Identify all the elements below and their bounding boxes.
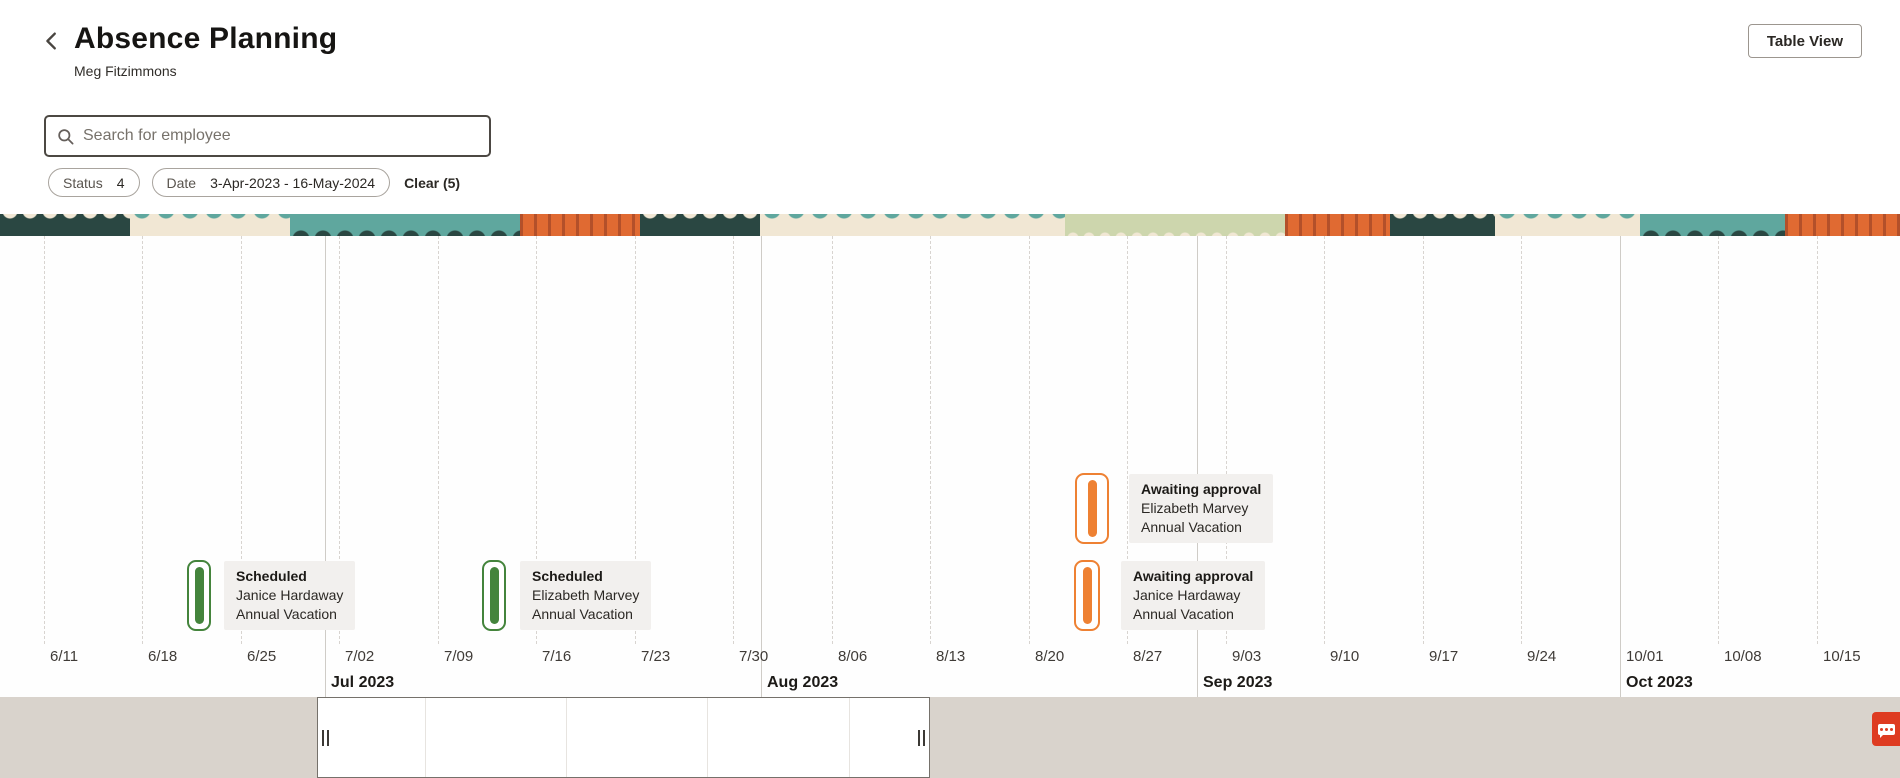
minimap-right-handle[interactable] xyxy=(918,729,925,746)
filter-chips: Status 4 Date 3-Apr-2023 - 16-May-2024 C… xyxy=(48,168,460,197)
month-label: Aug 2023 xyxy=(767,674,839,691)
tick-label: 7/30 xyxy=(739,648,769,665)
minimap-left-handle[interactable] xyxy=(322,729,329,746)
week-gridline xyxy=(930,236,931,644)
tick-label: 10/01 xyxy=(1626,648,1664,665)
absence-marker-janice-scheduled[interactable] xyxy=(187,560,211,631)
absence-status: Scheduled xyxy=(236,568,307,584)
absence-employee: Elizabeth Marvey xyxy=(1141,500,1249,516)
month-boundary-line xyxy=(1620,236,1621,697)
search-box[interactable] xyxy=(44,115,491,157)
tick-label: 9/24 xyxy=(1527,648,1557,665)
tick-label: 7/23 xyxy=(641,648,671,665)
date-chip-range: 3-Apr-2023 - 16-May-2024 xyxy=(210,174,376,191)
absence-bar xyxy=(194,567,204,624)
back-button[interactable] xyxy=(36,26,68,58)
month-boundary-line xyxy=(761,236,762,697)
search-icon xyxy=(58,128,74,144)
employee-name: Meg Fitzimmons xyxy=(74,63,177,79)
month-boundary-line xyxy=(1197,236,1198,697)
chevron-left-icon xyxy=(46,31,56,50)
absence-marker-elizabeth-awaiting[interactable] xyxy=(1075,473,1109,544)
week-gridline xyxy=(438,236,439,644)
status-filter-chip[interactable]: Status 4 xyxy=(48,168,140,197)
week-gridline xyxy=(241,236,242,644)
date-filter-chip[interactable]: Date 3-Apr-2023 - 16-May-2024 xyxy=(151,168,391,197)
tick-label: 9/17 xyxy=(1429,648,1459,665)
chat-bubble-icon xyxy=(1877,723,1895,738)
minimap-gridline xyxy=(566,698,567,777)
absence-label-janice-scheduled: Scheduled Janice Hardaway Annual Vacatio… xyxy=(224,561,356,630)
page-header: Absence Planning Meg Fitzimmons Table Vi… xyxy=(0,0,1900,100)
absence-type: Annual Vacation xyxy=(532,606,633,622)
tick-label: 9/10 xyxy=(1330,648,1360,665)
minimap-gridline xyxy=(425,698,426,777)
tick-label: 7/02 xyxy=(345,648,375,665)
date-chip-label: Date xyxy=(166,174,197,191)
week-gridline xyxy=(733,236,734,644)
tick-label: 9/03 xyxy=(1232,648,1262,665)
minimap-gridline xyxy=(707,698,708,777)
absence-marker-janice-awaiting[interactable] xyxy=(1074,560,1100,631)
week-gridline xyxy=(1423,236,1424,644)
timeline-minimap[interactable] xyxy=(0,697,1900,778)
week-gridline xyxy=(536,236,537,644)
absence-employee: Elizabeth Marvey xyxy=(532,587,640,603)
status-chip-label: Status xyxy=(63,174,103,191)
absence-bar xyxy=(1087,480,1097,537)
table-view-button[interactable]: Table View xyxy=(1747,24,1862,58)
month-boundary-line xyxy=(325,236,326,697)
week-gridline xyxy=(1817,236,1818,644)
tick-label: 8/06 xyxy=(838,648,868,665)
status-chip-count: 4 xyxy=(116,174,125,191)
absence-marker-elizabeth-scheduled[interactable] xyxy=(482,560,506,631)
month-label: Oct 2023 xyxy=(1626,674,1693,691)
tick-label: 7/16 xyxy=(542,648,572,665)
absence-status: Awaiting approval xyxy=(1133,568,1254,584)
absence-status: Awaiting approval xyxy=(1141,481,1262,497)
week-gridline xyxy=(1127,236,1128,644)
tick-label: 6/11 xyxy=(50,648,79,665)
tick-label: 10/08 xyxy=(1724,648,1762,665)
absence-status: Scheduled xyxy=(532,568,603,584)
tick-label: 8/20 xyxy=(1035,648,1065,665)
absence-type: Annual Vacation xyxy=(1133,606,1234,622)
week-gridline xyxy=(1226,236,1227,644)
absence-type: Annual Vacation xyxy=(1141,519,1242,535)
week-gridline xyxy=(1521,236,1522,644)
month-label: Jul 2023 xyxy=(331,674,395,691)
absence-bar xyxy=(1082,567,1092,624)
banner-illustration xyxy=(0,214,1900,236)
week-gridline xyxy=(1718,236,1719,644)
feedback-widget[interactable] xyxy=(1872,712,1900,746)
week-gridline xyxy=(44,236,45,644)
tick-label: 8/13 xyxy=(936,648,966,665)
absence-employee: Janice Hardaway xyxy=(1133,587,1241,603)
page-title: Absence Planning xyxy=(74,22,338,55)
week-gridline xyxy=(635,236,636,644)
absence-label-elizabeth-scheduled: Scheduled Elizabeth Marvey Annual Vacati… xyxy=(520,561,652,630)
minimap-gridline xyxy=(849,698,850,777)
absence-label-janice-awaiting: Awaiting approval Janice Hardaway Annual… xyxy=(1121,561,1266,630)
tick-label: 7/09 xyxy=(444,648,474,665)
week-gridline xyxy=(1324,236,1325,644)
clear-filters-link[interactable]: Clear (5) xyxy=(404,174,461,191)
tick-label: 6/25 xyxy=(247,648,277,665)
week-gridline xyxy=(1029,236,1030,644)
tick-label: 8/27 xyxy=(1133,648,1163,665)
absence-employee: Janice Hardaway xyxy=(236,587,344,603)
absence-type: Annual Vacation xyxy=(236,606,337,622)
month-label: Sep 2023 xyxy=(1203,674,1273,691)
minimap-selection-window[interactable] xyxy=(317,697,930,778)
week-gridline xyxy=(832,236,833,644)
absence-timeline-chart: Scheduled Janice Hardaway Annual Vacatio… xyxy=(0,236,1900,697)
absence-bar xyxy=(489,567,499,624)
tick-label: 6/18 xyxy=(148,648,178,665)
week-gridline xyxy=(142,236,143,644)
tick-label: 10/15 xyxy=(1823,648,1861,665)
absence-label-elizabeth-awaiting: Awaiting approval Elizabeth Marvey Annua… xyxy=(1129,474,1274,543)
week-gridline xyxy=(339,236,340,644)
search-input[interactable] xyxy=(83,127,479,145)
